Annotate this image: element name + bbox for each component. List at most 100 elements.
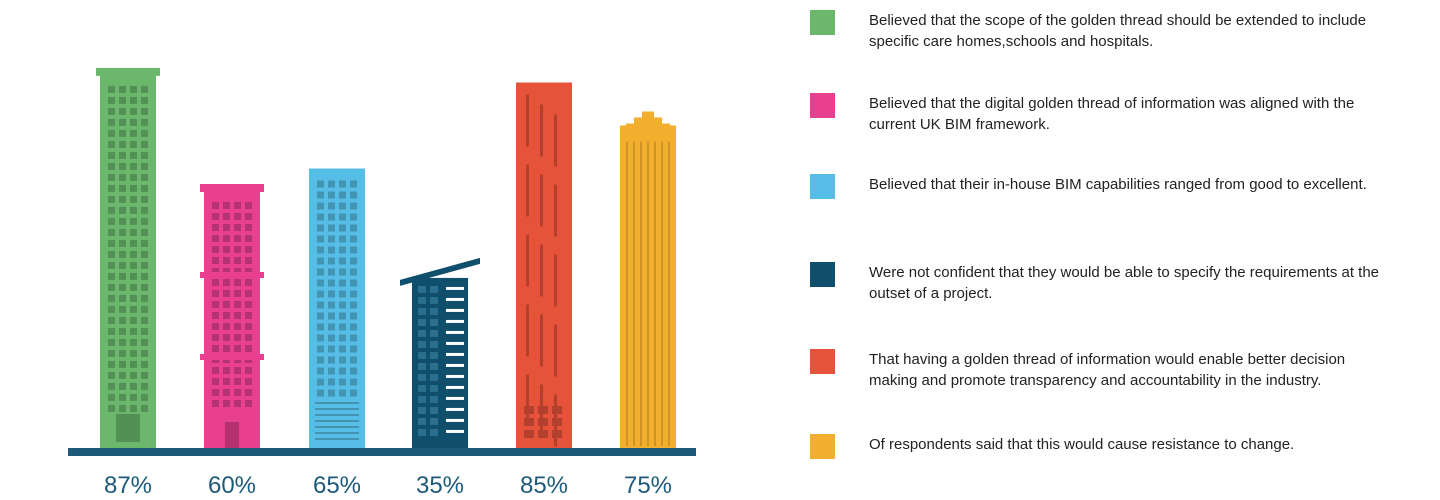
window: [339, 257, 346, 265]
window: [350, 257, 357, 265]
window: [245, 345, 252, 352]
window: [141, 404, 148, 412]
window: [130, 338, 137, 346]
window: [350, 345, 357, 353]
window: [141, 360, 148, 368]
window: [130, 316, 137, 324]
window: [418, 329, 426, 337]
window: [317, 202, 324, 210]
window: [317, 301, 324, 309]
door: [225, 422, 239, 448]
legend-text: Believed that their in-house BIM capabil…: [869, 176, 1367, 193]
window: [212, 378, 219, 385]
balcony-stripe: [446, 319, 464, 323]
window: [141, 261, 148, 269]
window: [119, 393, 126, 401]
window: [108, 305, 115, 313]
legend-swatch: [810, 10, 835, 35]
window: [418, 417, 426, 425]
window: [339, 378, 346, 386]
window: [119, 305, 126, 313]
window: [418, 318, 426, 326]
window: [212, 312, 219, 319]
window: [524, 418, 534, 426]
window: [108, 338, 115, 346]
window: [119, 96, 126, 104]
window: [223, 312, 230, 319]
value-label: 35%: [416, 472, 464, 499]
window: [339, 213, 346, 221]
window: [108, 206, 115, 214]
window: [328, 191, 335, 199]
window: [141, 85, 148, 93]
window: [130, 184, 137, 192]
window: [119, 228, 126, 236]
window: [317, 356, 324, 364]
window: [212, 257, 219, 264]
window: [141, 349, 148, 357]
window: [108, 382, 115, 390]
window: [212, 279, 219, 286]
window: [108, 404, 115, 412]
window: [130, 195, 137, 203]
window: [234, 246, 241, 253]
window: [223, 202, 230, 209]
window: [108, 173, 115, 181]
window: [212, 345, 219, 352]
window: [130, 349, 137, 357]
window: [141, 382, 148, 390]
window: [339, 224, 346, 232]
window: [245, 400, 252, 407]
balcony-stripe: [446, 418, 464, 422]
facade-line: [540, 104, 543, 157]
window: [350, 323, 357, 331]
window: [339, 191, 346, 199]
facade-line: [540, 174, 543, 227]
window: [339, 356, 346, 364]
window: [339, 279, 346, 287]
window: [317, 378, 324, 386]
legend-swatch: [810, 174, 835, 199]
window: [317, 312, 324, 320]
balcony-stripe: [446, 352, 464, 356]
window: [317, 389, 324, 397]
window: [108, 393, 115, 401]
window: [317, 180, 324, 188]
window: [418, 384, 426, 392]
window: [108, 162, 115, 170]
window: [141, 371, 148, 379]
window: [130, 85, 137, 93]
window: [317, 323, 324, 331]
value-label: 65%: [313, 472, 361, 499]
facade-line: [640, 141, 642, 446]
window: [130, 261, 137, 269]
window: [317, 345, 324, 353]
window: [119, 206, 126, 214]
window: [223, 290, 230, 297]
window: [130, 206, 137, 214]
window: [317, 268, 324, 276]
balcony-stripe: [446, 429, 464, 433]
window: [234, 400, 241, 407]
window: [245, 279, 252, 286]
window: [350, 235, 357, 243]
window: [418, 406, 426, 414]
window: [538, 430, 548, 438]
window: [245, 202, 252, 209]
window: [119, 349, 126, 357]
facade-line: [626, 141, 628, 446]
value-label: 75%: [624, 472, 672, 499]
window: [430, 285, 438, 293]
window: [328, 224, 335, 232]
value-label: 60%: [208, 472, 256, 499]
window: [418, 428, 426, 436]
window: [317, 213, 324, 221]
window: [328, 323, 335, 331]
window: [350, 334, 357, 342]
window: [317, 334, 324, 342]
window: [328, 257, 335, 265]
window: [524, 430, 534, 438]
window: [418, 362, 426, 370]
balcony-stripe: [446, 341, 464, 345]
window: [119, 118, 126, 126]
